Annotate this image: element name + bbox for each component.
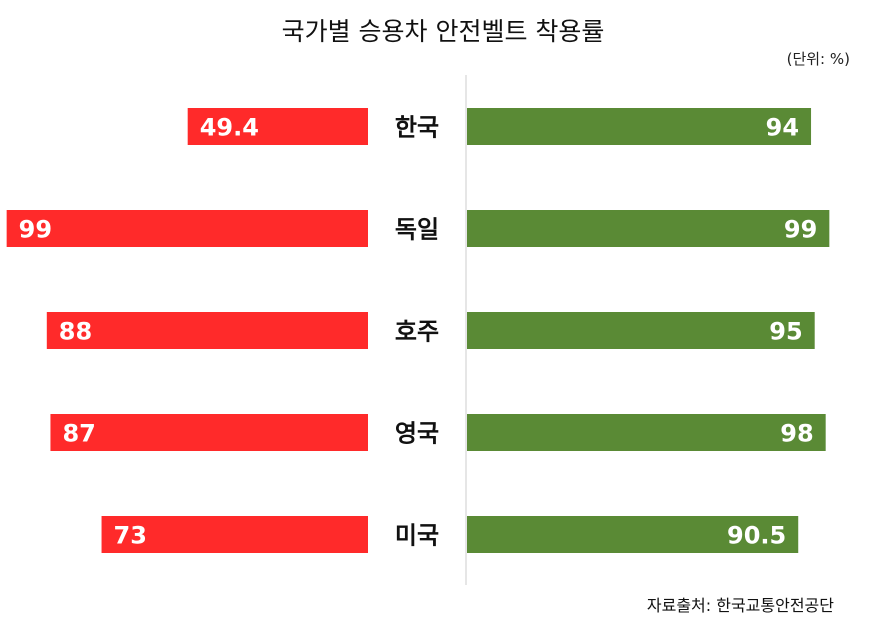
category-label: 미국 xyxy=(395,522,439,550)
right-bar xyxy=(467,414,826,451)
category-label: 독일 xyxy=(395,216,439,244)
right-value-label: 99 xyxy=(784,216,817,244)
left-bar xyxy=(50,414,368,451)
left-value-label: 49.4 xyxy=(200,114,259,142)
left-value-label: 88 xyxy=(59,318,92,346)
category-label: 영국 xyxy=(395,420,439,448)
category-label: 호주 xyxy=(395,318,439,346)
unit-label: (단위: %) xyxy=(786,50,850,68)
right-value-label: 98 xyxy=(780,420,813,448)
right-value-label: 94 xyxy=(766,114,799,142)
right-bar xyxy=(467,312,815,349)
left-value-label: 87 xyxy=(62,420,95,448)
right-value-label: 90.5 xyxy=(727,522,786,550)
left-value-label: 73 xyxy=(114,522,147,550)
left-bar xyxy=(46,312,369,349)
left-bar xyxy=(101,516,369,553)
category-label: 한국 xyxy=(395,114,439,142)
right-value-label: 95 xyxy=(769,318,802,346)
right-bar xyxy=(467,516,799,553)
right-bar xyxy=(467,108,812,145)
chart-title: 국가별 승용차 안전벨트 착용률 xyxy=(281,17,605,46)
right-bar xyxy=(467,210,830,247)
left-bar xyxy=(187,108,368,145)
source-note: 자료출처: 한국교통안전공단 xyxy=(646,596,834,615)
left-value-label: 99 xyxy=(19,216,52,244)
left-bar xyxy=(6,210,369,247)
